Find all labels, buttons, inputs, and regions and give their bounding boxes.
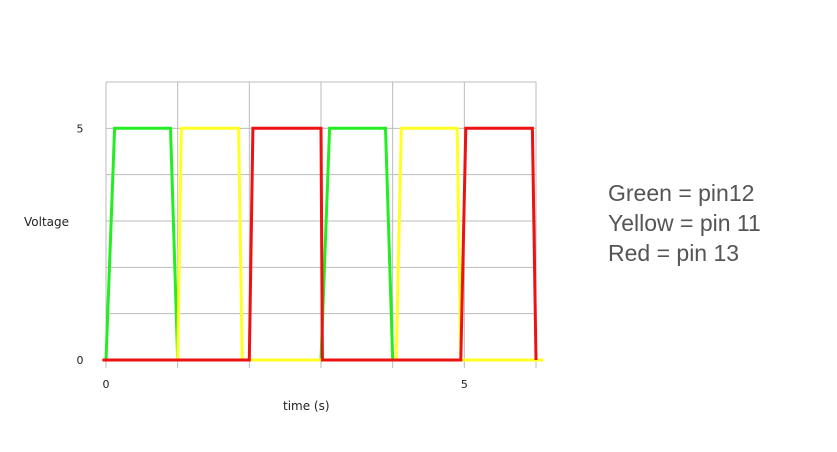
- y-axis-title: Voltage: [24, 215, 69, 229]
- series-red-line: [102, 126, 538, 362]
- legend-green-entry: Green = pin12: [608, 180, 755, 206]
- legend-red-entry: Red = pin 13: [608, 240, 740, 266]
- x-tick-label: 0: [103, 378, 110, 391]
- x-axis-title: time (s): [283, 399, 330, 413]
- y-tick-label: 5: [77, 122, 84, 135]
- chart-series: [102, 126, 544, 362]
- y-tick-label: 0: [77, 354, 84, 367]
- x-tick-label: 5: [461, 378, 468, 391]
- legend-yellow-entry: Yellow = pin 11: [608, 210, 761, 236]
- chart-ticks: 0 5 0 5: [77, 122, 468, 391]
- pin-legend: Green = pin12 Yellow = pin 11 Red = pin …: [608, 178, 761, 268]
